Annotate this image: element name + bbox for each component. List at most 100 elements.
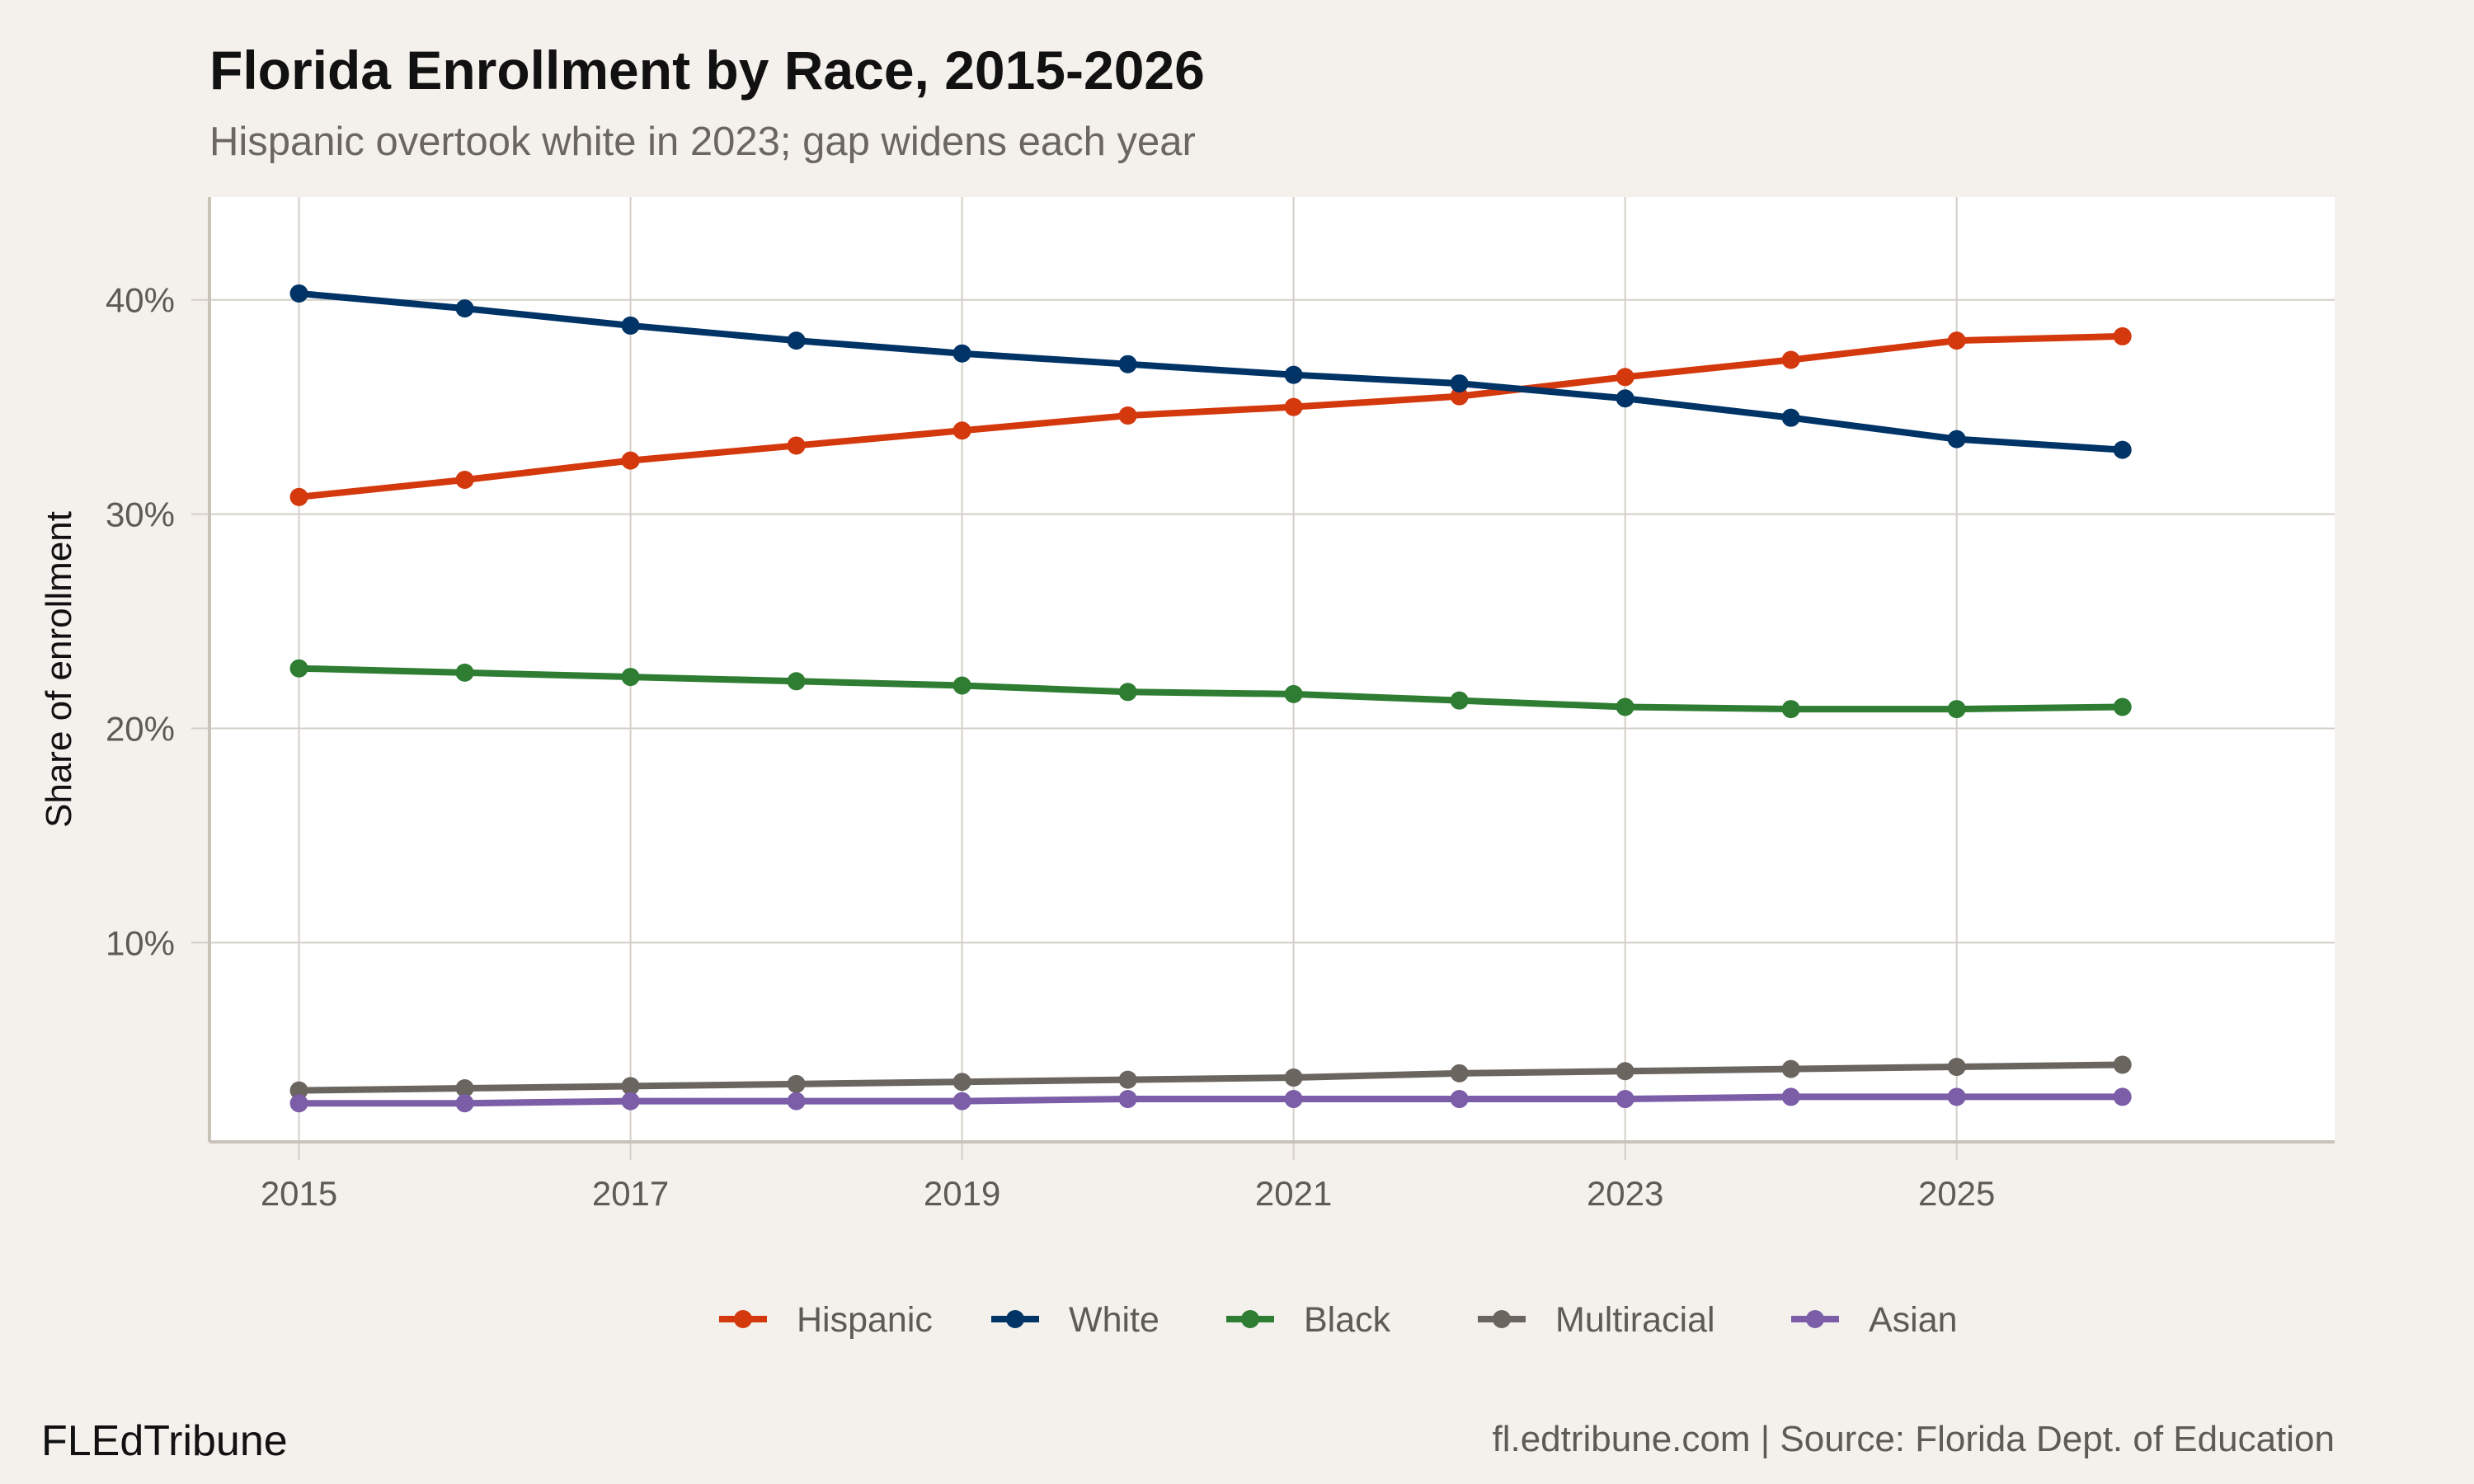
x-tick-label: 2023 (1587, 1174, 1663, 1213)
data-point (1947, 331, 1966, 350)
data-point (1284, 397, 1303, 416)
legend-point-swatch (1806, 1310, 1824, 1328)
data-point (1781, 350, 1800, 369)
data-point (289, 659, 308, 678)
x-tick-label: 2015 (261, 1174, 337, 1213)
series-line (299, 1061, 2123, 1094)
legend-label: Black (1304, 1300, 1391, 1340)
data-point (621, 668, 640, 687)
data-point (1947, 430, 1966, 448)
legend-item-hispanic: Hispanic (719, 1300, 933, 1340)
legend-label: Asian (1869, 1300, 1958, 1340)
data-point (1947, 1087, 1966, 1106)
data-point (1616, 368, 1634, 387)
data-point (1118, 355, 1137, 373)
y-tick-label: 10% (106, 923, 175, 962)
data-point (952, 1092, 971, 1111)
data-point (2113, 440, 2132, 459)
x-tick-label: 2019 (924, 1174, 1000, 1213)
series-hispanic (289, 326, 2132, 506)
data-point (2113, 697, 2132, 716)
legend-label: White (1069, 1300, 1159, 1340)
data-point (952, 421, 971, 440)
y-tick-label: 30% (106, 495, 175, 534)
legend-label: Multiracial (1555, 1300, 1715, 1340)
data-point (1118, 683, 1137, 702)
legend-item-asian: Asian (1791, 1300, 1958, 1340)
data-point (1781, 700, 1800, 719)
data-point (289, 1094, 308, 1113)
data-point (787, 436, 806, 455)
legend-item-white: White (991, 1300, 1159, 1340)
data-point (787, 1092, 806, 1111)
legend-point-swatch (1493, 1310, 1511, 1328)
series-line (299, 665, 2123, 713)
legend-item-black: Black (1226, 1300, 1391, 1340)
series-multiracial (289, 1055, 2132, 1100)
chart-subtitle: Hispanic overtook white in 2023; gap wid… (209, 120, 1196, 164)
x-tick-label: 2017 (592, 1174, 669, 1213)
data-point (621, 316, 640, 335)
data-point (787, 331, 806, 350)
series-black (289, 659, 2132, 719)
data-point (1616, 1090, 1634, 1109)
data-point (1450, 374, 1469, 393)
data-point (1284, 1090, 1303, 1109)
legend-point-swatch (1241, 1310, 1259, 1328)
data-point (455, 299, 474, 318)
data-point (455, 1079, 474, 1098)
chart-title: Florida Enrollment by Race, 2015-2026 (209, 40, 1205, 101)
data-point (455, 471, 474, 490)
y-tick-label: 40% (106, 281, 175, 320)
data-point (787, 1074, 806, 1093)
data-point (1118, 1090, 1137, 1109)
data-point (1118, 1070, 1137, 1089)
data-point (1118, 406, 1137, 425)
legend-label: Hispanic (797, 1300, 933, 1340)
brand-name: FLEdTribune (41, 1417, 288, 1465)
data-point (1947, 700, 1966, 719)
x-tick-label: 2025 (1918, 1174, 1995, 1213)
data-point (455, 663, 474, 682)
data-point (1781, 408, 1800, 427)
data-point (455, 1094, 474, 1113)
data-point (1781, 1087, 1800, 1106)
data-point (2113, 1087, 2132, 1106)
legend-point-swatch (734, 1310, 752, 1328)
series-line (299, 289, 2123, 453)
data-point (952, 344, 971, 363)
data-point (2113, 1055, 2132, 1074)
source-note: fl.edtribune.com | Source: Florida Dept.… (1492, 1419, 2335, 1459)
data-point (1781, 1059, 1800, 1078)
data-point (1284, 365, 1303, 384)
data-point (1947, 1058, 1966, 1077)
y-tick-label: 20% (106, 709, 175, 748)
y-axis-label: Share of enrollment (39, 511, 79, 828)
data-point (1616, 1062, 1634, 1081)
data-point (621, 1092, 640, 1111)
data-point (289, 1081, 308, 1100)
series-line (299, 332, 2123, 500)
series-line (299, 1093, 2123, 1107)
data-point (2113, 326, 2132, 345)
data-point (787, 672, 806, 691)
data-point (1616, 389, 1634, 408)
data-point (952, 676, 971, 695)
data-point (1284, 1068, 1303, 1087)
data-point (1450, 1064, 1469, 1082)
data-point (1450, 691, 1469, 710)
legend-item-multiracial: Multiracial (1478, 1300, 1715, 1340)
data-point (952, 1073, 971, 1092)
legend-point-swatch (1006, 1310, 1024, 1328)
data-point (621, 451, 640, 470)
series-group (289, 284, 2132, 1113)
data-point (621, 1077, 640, 1096)
legend: Hispanic White Black Multiracial Asian (719, 1300, 1958, 1340)
x-tick-label: 2021 (1255, 1174, 1332, 1213)
data-point (1450, 387, 1469, 406)
x-axis-ticks: 2015 2017 2019 2021 2023 2025 (261, 1174, 1996, 1213)
plot-panel (209, 197, 2335, 1142)
axes (208, 197, 2335, 1144)
data-point (1450, 1090, 1469, 1109)
